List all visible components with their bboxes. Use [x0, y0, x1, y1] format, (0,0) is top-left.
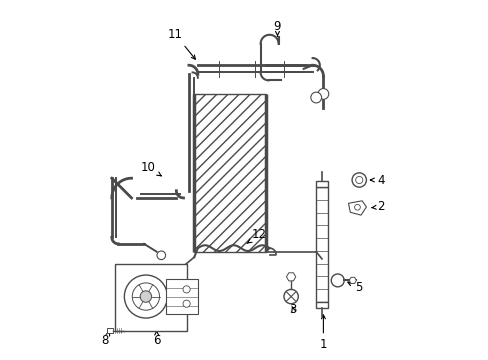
- Polygon shape: [348, 277, 356, 284]
- Circle shape: [132, 283, 159, 310]
- Text: 2: 2: [371, 201, 384, 213]
- Circle shape: [183, 300, 190, 307]
- Circle shape: [183, 286, 190, 293]
- Text: 11: 11: [168, 28, 195, 59]
- Polygon shape: [286, 273, 295, 281]
- Circle shape: [355, 176, 362, 184]
- Circle shape: [330, 274, 344, 287]
- Circle shape: [351, 173, 366, 187]
- Text: 1: 1: [319, 315, 326, 351]
- Bar: [194, 94, 265, 252]
- Circle shape: [124, 275, 167, 318]
- Text: 6: 6: [153, 331, 160, 347]
- Bar: [316, 187, 327, 302]
- Text: 8: 8: [102, 331, 109, 347]
- Text: 3: 3: [288, 303, 296, 316]
- Circle shape: [157, 251, 165, 260]
- Bar: [316, 302, 327, 309]
- Text: 5: 5: [347, 281, 362, 294]
- Polygon shape: [348, 201, 366, 215]
- Circle shape: [140, 291, 151, 302]
- Bar: [107, 328, 113, 333]
- Text: 4: 4: [370, 174, 384, 186]
- Text: 12: 12: [246, 228, 266, 243]
- Bar: [115, 264, 187, 330]
- Text: 10: 10: [141, 161, 161, 176]
- Circle shape: [317, 89, 328, 99]
- Bar: [316, 181, 327, 187]
- Circle shape: [284, 289, 298, 304]
- Bar: [165, 279, 198, 315]
- Circle shape: [310, 92, 321, 103]
- Text: 9: 9: [273, 20, 281, 36]
- Text: 7: 7: [131, 309, 141, 327]
- Circle shape: [354, 204, 360, 210]
